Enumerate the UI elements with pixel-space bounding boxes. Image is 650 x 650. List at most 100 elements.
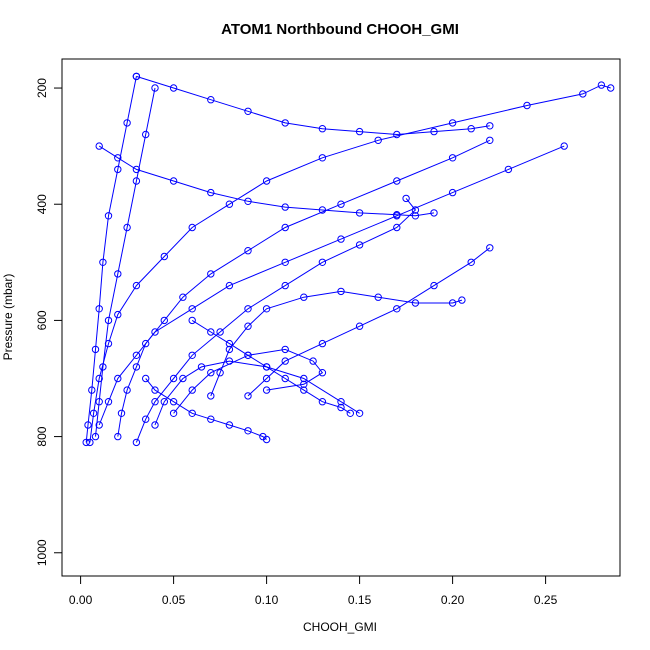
data-point xyxy=(117,409,126,417)
data-point xyxy=(244,197,252,206)
series-12 xyxy=(82,72,141,447)
data-point xyxy=(318,154,327,162)
y-axis: 200 400 600 800 1000 xyxy=(35,78,63,566)
data-point xyxy=(95,374,103,383)
data-point xyxy=(188,316,196,325)
data-point xyxy=(318,258,327,266)
data-point xyxy=(104,316,113,325)
data-point xyxy=(132,281,141,290)
data-point xyxy=(91,432,100,441)
series-line xyxy=(117,139,491,437)
data-point xyxy=(393,130,401,139)
data-point xyxy=(114,270,122,278)
data-point xyxy=(188,351,196,359)
data-point xyxy=(142,415,150,423)
data-point xyxy=(281,281,289,290)
y-axis-label: Pressure (mbar) xyxy=(1,274,15,361)
data-point xyxy=(448,154,457,162)
data-point xyxy=(88,386,96,394)
data-point xyxy=(132,363,141,371)
data-point xyxy=(430,127,438,136)
data-point xyxy=(411,206,420,214)
data-point xyxy=(89,409,98,417)
data-point xyxy=(244,351,252,359)
x-tick-label: 0.00 xyxy=(69,593,93,607)
data-point xyxy=(225,339,234,348)
series-line xyxy=(89,84,611,443)
data-point xyxy=(337,287,345,296)
x-tick-label: 0.10 xyxy=(255,593,279,607)
data-point xyxy=(579,90,587,98)
data-point xyxy=(99,258,107,266)
data-point xyxy=(169,398,178,406)
data-point xyxy=(207,415,215,423)
data-point xyxy=(486,244,494,252)
data-point xyxy=(179,374,187,383)
data-point xyxy=(244,322,252,330)
data-point xyxy=(259,432,267,441)
data-point xyxy=(114,310,122,319)
data-point xyxy=(262,374,271,383)
y-tick-label: 200 xyxy=(35,78,49,98)
series-14 xyxy=(142,374,271,444)
data-point xyxy=(225,421,234,429)
data-point xyxy=(281,374,289,383)
data-point xyxy=(169,409,178,417)
data-point xyxy=(374,293,382,301)
data-point xyxy=(151,421,159,429)
data-point xyxy=(188,386,196,394)
series-line xyxy=(95,87,156,437)
series-line xyxy=(136,75,490,136)
data-point xyxy=(91,345,100,354)
chart-title: ATOM1 Northbound CHOOH_GMI xyxy=(221,21,459,38)
data-point xyxy=(123,119,131,127)
data-point xyxy=(197,363,206,371)
data-point xyxy=(337,398,345,406)
x-tick-label: 0.15 xyxy=(348,593,372,607)
data-point xyxy=(169,177,178,185)
y-tick-label: 800 xyxy=(35,426,49,446)
data-point xyxy=(225,345,234,354)
data-point xyxy=(99,363,107,371)
data-point xyxy=(318,206,327,214)
data-point xyxy=(300,380,308,388)
x-axis: 0.00 0.05 0.10 0.15 0.20 0.25 xyxy=(69,575,558,607)
data-point xyxy=(207,270,215,278)
series-line xyxy=(135,198,417,443)
data-point xyxy=(142,374,150,383)
data-point xyxy=(114,374,122,383)
series-line xyxy=(210,290,463,397)
series-13 xyxy=(91,84,159,441)
data-point xyxy=(207,392,215,400)
data-point xyxy=(114,165,122,174)
data-point xyxy=(430,281,438,290)
data-point xyxy=(216,328,224,336)
data-point xyxy=(188,409,196,417)
data-point xyxy=(207,328,215,336)
data-point xyxy=(132,177,141,185)
data-point xyxy=(411,212,420,220)
data-point xyxy=(244,247,252,255)
data-point xyxy=(95,421,103,429)
data-point xyxy=(160,252,169,261)
data-point xyxy=(262,305,271,313)
series-line xyxy=(191,319,351,414)
y-tick-label: 600 xyxy=(35,310,49,330)
data-point xyxy=(300,386,308,394)
x-axis-label: CHOOH_GMI xyxy=(303,620,377,634)
data-point xyxy=(82,438,90,447)
data-point xyxy=(318,369,327,377)
data-point xyxy=(160,398,169,406)
data-point xyxy=(337,403,345,412)
data-point xyxy=(355,241,364,249)
data-point xyxy=(281,258,289,266)
data-point xyxy=(262,363,271,371)
series-8 xyxy=(244,244,494,400)
data-point xyxy=(318,339,327,348)
series-line xyxy=(145,378,267,440)
data-point xyxy=(346,409,354,417)
data-point xyxy=(411,299,420,307)
data-point xyxy=(244,107,252,116)
data-point xyxy=(281,223,289,232)
data-point xyxy=(95,398,103,406)
